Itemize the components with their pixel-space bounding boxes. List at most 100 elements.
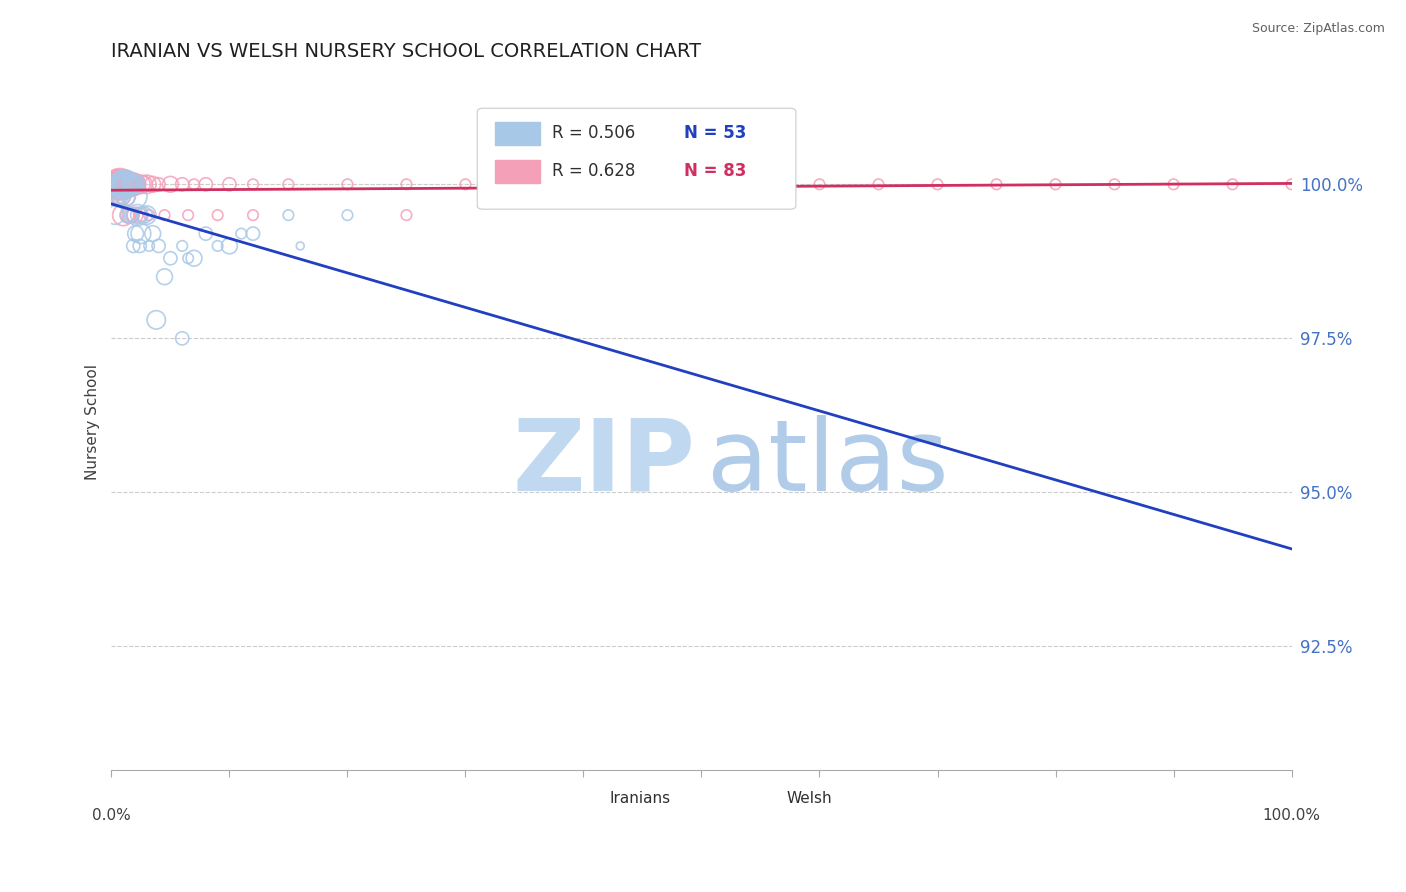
Point (395, 178, 418, 192)
Point (111, 178, 134, 192)
Point (242, 208, 264, 222)
Point (112, 178, 135, 192)
Point (105, 178, 128, 192)
Text: Source: ZipAtlas.com: Source: ZipAtlas.com (1251, 22, 1385, 36)
Point (749, 178, 772, 192)
Point (159, 252, 181, 266)
Point (110, 178, 132, 192)
Point (120, 178, 142, 192)
Point (121, 178, 143, 192)
Point (118, 178, 141, 192)
Point (112, 178, 135, 192)
Text: 0.0%: 0.0% (91, 808, 131, 823)
Point (129, 178, 152, 192)
Point (194, 178, 217, 192)
Point (105, 178, 128, 192)
Text: ZIP: ZIP (513, 415, 696, 512)
Point (112, 178, 135, 192)
Point (112, 178, 135, 192)
Point (127, 178, 149, 192)
Point (110, 189, 132, 203)
Point (138, 239, 160, 253)
Point (111, 178, 134, 192)
Text: N = 83: N = 83 (683, 161, 747, 180)
Point (128, 239, 150, 253)
Bar (742, 790, 778, 805)
Point (104, 178, 127, 192)
Point (183, 178, 205, 192)
Point (122, 178, 145, 192)
Point (572, 178, 595, 192)
Point (110, 178, 132, 192)
Point (142, 178, 165, 192)
Point (105, 178, 128, 192)
Point (117, 178, 139, 192)
Point (172, 178, 194, 192)
Point (513, 178, 536, 192)
Point (183, 252, 205, 266)
Point (120, 178, 142, 192)
Point (121, 178, 143, 192)
Text: atlas: atlas (707, 415, 949, 512)
Point (124, 227, 146, 241)
Point (128, 178, 150, 192)
Point (177, 252, 200, 266)
Point (117, 178, 139, 192)
Point (277, 178, 299, 192)
Point (115, 178, 138, 192)
Point (125, 178, 148, 192)
Point (108, 178, 131, 192)
Point (336, 208, 359, 222)
Point (207, 239, 229, 253)
Point (1104, 178, 1126, 192)
Point (121, 178, 143, 192)
Point (118, 178, 141, 192)
Point (115, 189, 138, 203)
Point (117, 208, 139, 222)
Point (104, 178, 127, 192)
Point (135, 178, 157, 192)
Point (120, 208, 142, 222)
Point (153, 269, 176, 284)
Point (122, 239, 145, 253)
Point (110, 178, 132, 192)
Bar (495, 122, 540, 145)
Point (115, 178, 138, 192)
Point (231, 227, 253, 241)
Point (153, 208, 176, 222)
Point (108, 178, 131, 192)
Point (107, 178, 129, 192)
Point (121, 208, 143, 222)
Point (103, 178, 125, 192)
Point (135, 208, 157, 222)
Point (129, 227, 152, 241)
Point (986, 178, 1008, 192)
Point (121, 178, 143, 192)
Point (242, 227, 264, 241)
Point (111, 178, 134, 192)
Point (690, 178, 713, 192)
Point (1163, 178, 1185, 192)
FancyBboxPatch shape (477, 108, 796, 210)
Point (115, 178, 138, 192)
Point (122, 178, 145, 192)
Point (110, 178, 132, 192)
Text: R = 0.628: R = 0.628 (551, 161, 636, 180)
Point (112, 208, 135, 222)
Point (108, 178, 131, 192)
Text: Iranians: Iranians (609, 790, 671, 805)
Point (112, 178, 135, 192)
Point (104, 208, 127, 222)
Point (105, 189, 128, 203)
Point (124, 189, 146, 203)
Point (111, 189, 134, 203)
Point (1045, 178, 1067, 192)
Point (395, 208, 418, 222)
Point (336, 178, 359, 192)
Text: N = 53: N = 53 (683, 124, 747, 143)
Text: Welsh: Welsh (786, 790, 832, 805)
Point (117, 178, 139, 192)
Point (172, 331, 194, 345)
Point (114, 178, 136, 192)
Point (142, 227, 165, 241)
